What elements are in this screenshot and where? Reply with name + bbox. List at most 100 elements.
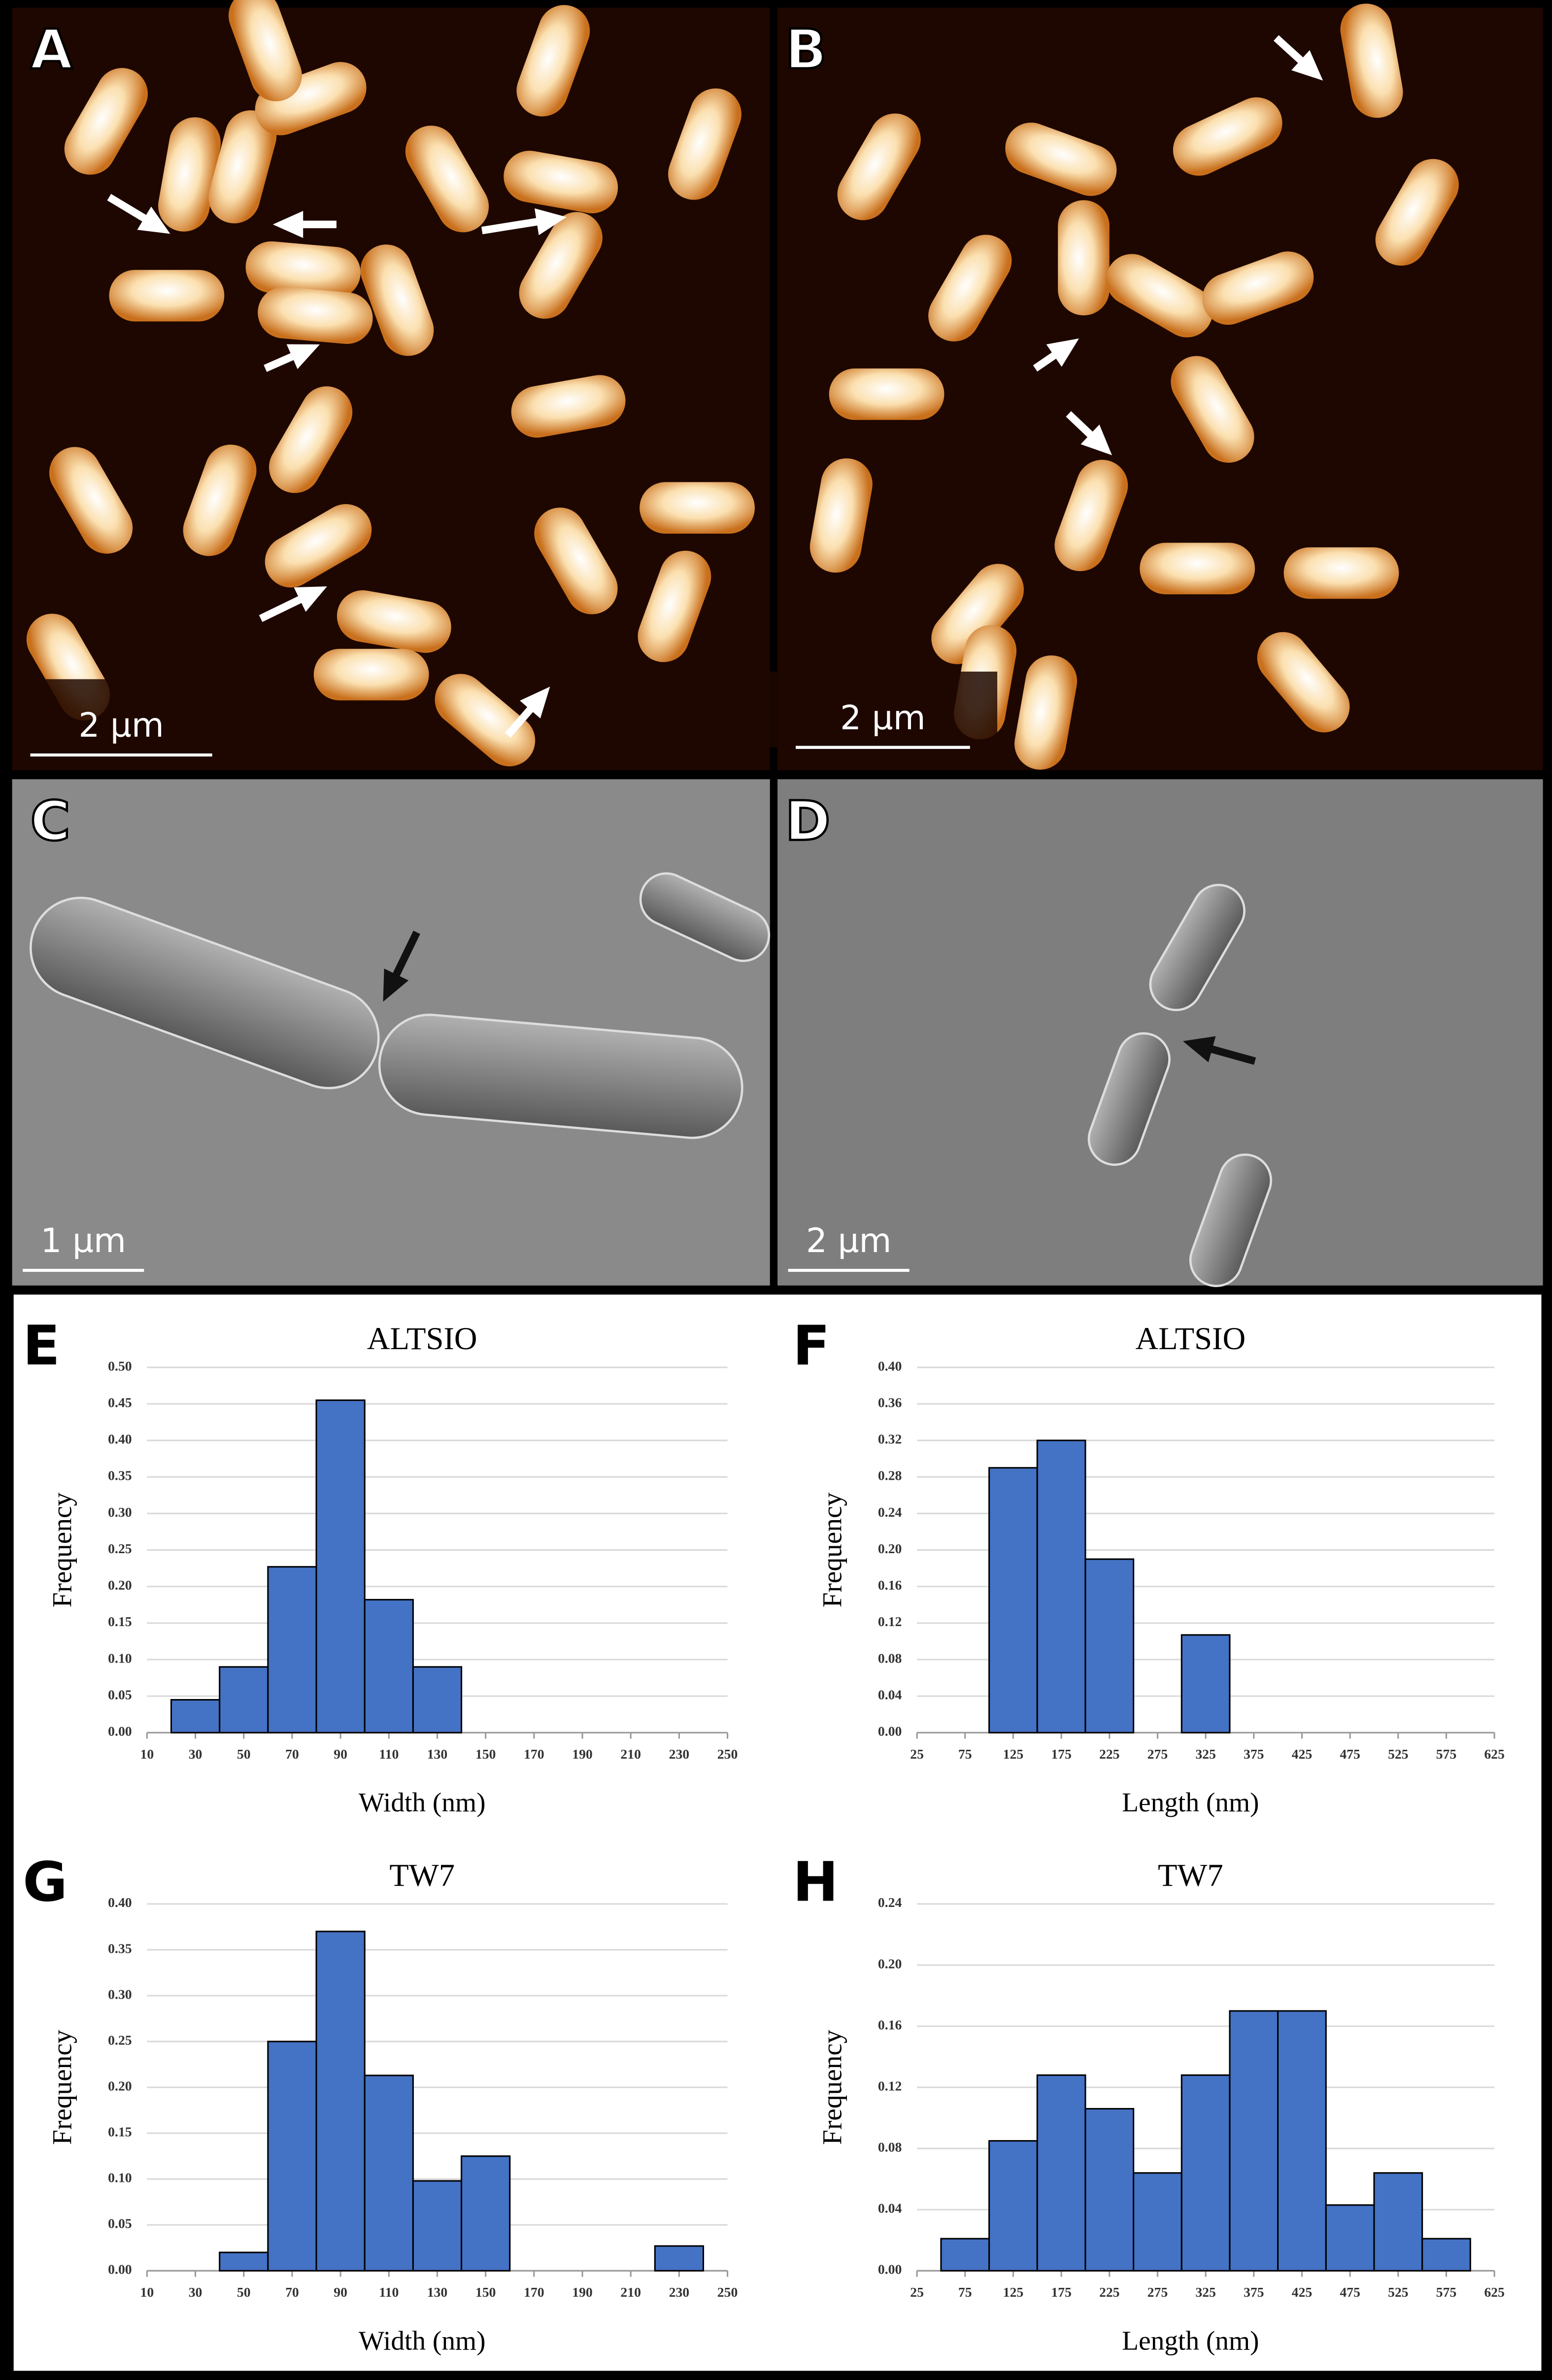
x-tick-label: 175 [1051, 1746, 1072, 1762]
y-tick-label: 0.15 [108, 2124, 132, 2140]
bar [1084, 2108, 1135, 2272]
cell [158, 117, 221, 232]
bar [219, 2251, 269, 2272]
x-tick-label: 150 [475, 2284, 496, 2300]
y-tick-label: 0.15 [108, 1614, 132, 1629]
y-axis-label: Frequency [47, 2030, 77, 2145]
cell [265, 504, 372, 588]
bar [219, 1666, 269, 1734]
bar [1277, 2010, 1327, 2272]
x-tick-label: 625 [1484, 1746, 1505, 1762]
x-tick-label: 75 [958, 1746, 972, 1762]
arrow-head [294, 586, 327, 612]
y-tick-label: 0.25 [108, 1541, 132, 1556]
y-tick-label: 0.08 [878, 1650, 902, 1666]
arrow-head [1182, 1036, 1216, 1062]
y-tick-label: 0.04 [878, 2201, 902, 2216]
arrow-head [1080, 424, 1112, 455]
y-axis-label: Frequency [47, 1492, 77, 1607]
cell [109, 270, 225, 322]
x-tick-label: 170 [524, 1746, 544, 1762]
y-tick-label: 0.16 [878, 2017, 902, 2032]
arrow-head [383, 968, 409, 1002]
cell [1106, 254, 1213, 338]
chart-title: ALTSIO [1135, 1321, 1246, 1356]
x-tick-label: 30 [189, 2284, 202, 2300]
bar [1036, 2074, 1086, 2272]
cell [668, 88, 742, 200]
bar [364, 2074, 414, 2272]
cells [26, 0, 1459, 1288]
y-tick-label: 0.00 [878, 1724, 902, 1739]
x-tick-label: 225 [1099, 2284, 1120, 2300]
y-tick-label: 0.40 [878, 1358, 902, 1373]
x-tick-label: 475 [1340, 1746, 1360, 1762]
arrow-head [272, 210, 304, 238]
x-tick-label: 230 [669, 1746, 690, 1762]
x-axis-label: Width (nm) [359, 1787, 486, 1817]
x-tick-label: 150 [475, 1746, 496, 1762]
cell [1087, 1032, 1171, 1166]
x-tick-label: 170 [524, 2284, 544, 2300]
y-tick-label: 0.30 [108, 1986, 132, 2002]
x-tick-label: 210 [620, 2284, 641, 2300]
x-tick-label: 375 [1244, 2284, 1264, 2300]
x-tick-label: 70 [285, 2284, 299, 2300]
x-tick-label: 250 [717, 2284, 738, 2300]
panel-labels: A 2 µm B 2 µm C 1 µm D 2 µm [12, 17, 998, 1272]
cell [337, 590, 451, 653]
bar [364, 1598, 414, 1734]
chart-title: TW7 [389, 1857, 455, 1893]
cell [1189, 1153, 1272, 1288]
bar [1181, 1634, 1231, 1734]
cell [49, 447, 133, 554]
chart-title: ALTSIO [367, 1321, 477, 1356]
bar [1373, 2172, 1423, 2272]
bar [412, 1666, 463, 1734]
y-tick-label: 0.32 [878, 1431, 902, 1447]
y-tick-label: 0.08 [878, 2140, 902, 2155]
x-tick-label: 325 [1195, 1746, 1216, 1762]
cell [1054, 460, 1128, 572]
x-tick-label: 190 [572, 2284, 593, 2300]
y-tick-label: 0.00 [108, 2262, 132, 2277]
x-tick-label: 175 [1051, 2284, 1072, 2300]
y-tick-label: 0.24 [878, 1895, 902, 1910]
y-axis-label: Frequency [817, 2030, 847, 2145]
bar [654, 2245, 705, 2272]
cell [519, 212, 603, 319]
x-tick-label: 70 [285, 1746, 299, 1762]
cell [378, 1014, 743, 1139]
arrow-head [1291, 50, 1323, 81]
y-tick-label: 0.00 [878, 2262, 902, 2277]
y-tick-label: 0.24 [878, 1504, 902, 1520]
cell [516, 5, 590, 117]
y-tick-label: 0.20 [878, 1541, 902, 1556]
bar [170, 1699, 221, 1734]
scale-bar-label: 1 µm [40, 1221, 126, 1260]
cell [1171, 356, 1254, 463]
cell [269, 386, 353, 493]
x-tick-label: 210 [620, 1746, 641, 1762]
panel-label: C [31, 789, 70, 853]
x-tick-label: 90 [334, 1746, 347, 1762]
x-tick-label: 525 [1388, 1746, 1409, 1762]
x-tick-label: 475 [1340, 2284, 1360, 2300]
x-tick-label: 125 [1003, 1746, 1024, 1762]
cell [360, 244, 434, 356]
bar [988, 1467, 1038, 1734]
bar [1181, 2074, 1231, 2272]
y-tick-label: 0.45 [108, 1394, 132, 1410]
y-tick-label: 0.12 [878, 1614, 902, 1629]
x-tick-label: 110 [379, 1746, 399, 1762]
bar [315, 1931, 366, 2272]
cell [638, 550, 711, 662]
x-tick-label: 250 [717, 1746, 738, 1762]
y-tick-label: 0.50 [108, 1358, 132, 1373]
y-tick-label: 0.05 [108, 1687, 132, 1702]
y-tick-label: 0.25 [108, 2032, 132, 2047]
scale-bar-label: 2 µm [806, 1221, 892, 1260]
bar [1036, 1439, 1086, 1734]
cell [534, 508, 618, 614]
